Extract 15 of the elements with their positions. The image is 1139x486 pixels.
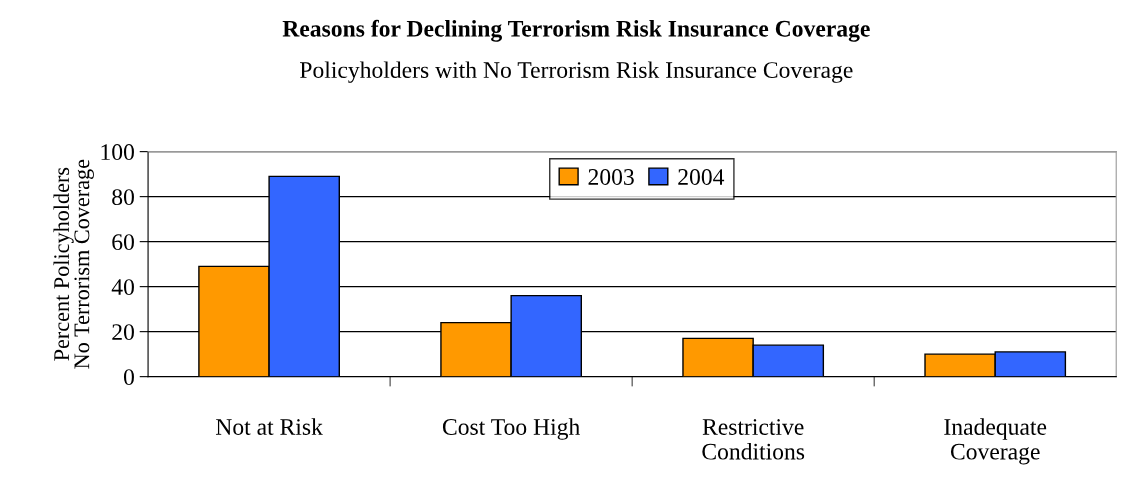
y-tick-label: 20 (112, 324, 134, 341)
y-tick-label: 0 (123, 369, 134, 386)
x-tick-label: Restrictive Conditions (702, 419, 805, 460)
y-tick-label: 60 (112, 234, 134, 251)
legend-label: 2004 (678, 168, 725, 185)
y-tick-label: 100 (101, 144, 134, 161)
x-tick-label: Inadequate Coverage (944, 418, 1047, 465)
x-tick-label: Cost Too High (442, 418, 580, 440)
y-tick-label: 40 (111, 279, 134, 296)
y-tick-label: 80 (112, 189, 134, 206)
x-tick-label: Not at Risk (215, 418, 323, 435)
legend-label: 2003 (588, 168, 634, 185)
y-axis-title: Percent Policyholders No Terrorism Coverage (53, 159, 94, 369)
chart-title: Reasons for Declining Terrorism Risk Insurance Coverage (282, 19, 870, 42)
chart-subtitle: Policyholders with No Terrorism Risk Insurance Coverage (300, 61, 853, 83)
